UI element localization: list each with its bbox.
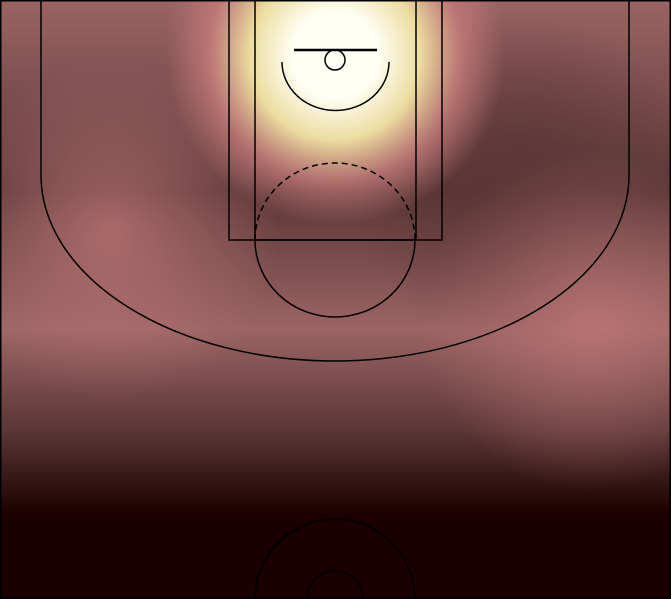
- three-point-arc: [40, 174, 630, 362]
- free-throw-circle-bottom: [254, 239, 416, 318]
- hoop: [324, 49, 346, 71]
- free-throw-circle-top: [254, 162, 416, 241]
- center-circle: [254, 518, 416, 599]
- center-circle-inner: [306, 570, 364, 599]
- lane-inner: [254, 0, 417, 241]
- restricted-area: [281, 61, 390, 112]
